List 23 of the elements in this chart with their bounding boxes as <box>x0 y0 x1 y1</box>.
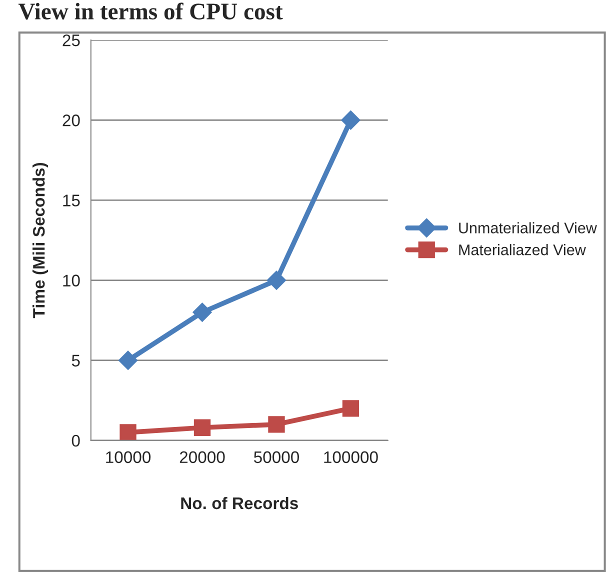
x-tick-label: 50000 <box>254 451 300 464</box>
y-tick-label: 15 <box>63 194 80 206</box>
point <box>194 419 211 436</box>
chart-title: View in terms of CPU cost <box>18 2 283 20</box>
legend-label: Unmaterialized View <box>459 222 597 234</box>
x-axis-title: No. of Records <box>181 496 298 510</box>
y-tick-label: 25 <box>62 34 80 46</box>
x-tick-label: 10000 <box>106 451 151 464</box>
point <box>118 350 138 370</box>
x-tick-label: 20000 <box>180 451 225 464</box>
point <box>266 270 286 290</box>
point <box>192 302 212 322</box>
y-tick-label: 20 <box>62 114 80 126</box>
y-tick-label: 10 <box>63 274 80 286</box>
point <box>268 416 285 433</box>
y-axis-title: Time (Mili Seconds) <box>32 162 48 318</box>
point <box>341 110 360 130</box>
point <box>120 424 136 440</box>
legend-label: Materialiazed View <box>459 244 586 256</box>
point <box>342 400 360 417</box>
y-tick-label: 0 <box>72 434 80 447</box>
y-tick-label: 5 <box>72 354 80 367</box>
x-tick-label: 100000 <box>324 451 378 464</box>
